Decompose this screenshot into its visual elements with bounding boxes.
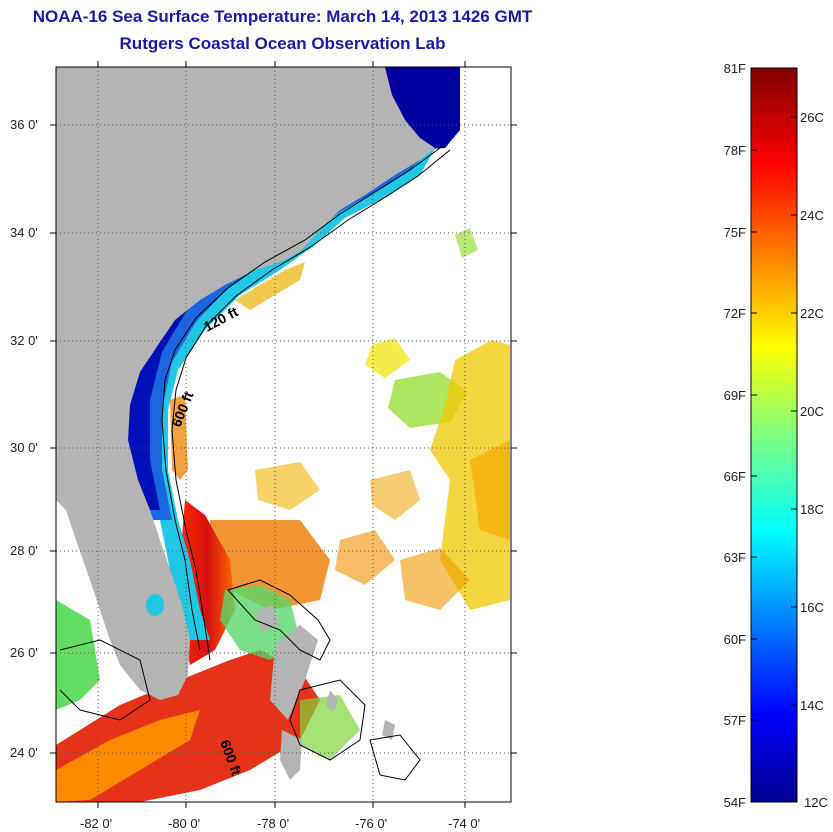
celsius-label: 12C <box>804 795 828 810</box>
lat-label: 28 0' <box>10 543 38 558</box>
celsius-label: 26C <box>800 110 824 125</box>
lon-label: -80 0' <box>168 816 200 831</box>
lake-okeechobee <box>146 594 164 616</box>
map-title: NOAA-16 Sea Surface Temperature: March 1… <box>32 7 533 26</box>
fahrenheit-label: 75F <box>724 225 746 240</box>
celsius-label: 16C <box>800 600 824 615</box>
isobath-contours <box>59 147 451 781</box>
lat-label: 30 0' <box>10 440 38 455</box>
celsius-label: 18C <box>800 502 824 517</box>
celsius-label: 24C <box>800 208 824 223</box>
fahrenheit-label: 78F <box>724 143 746 158</box>
celsius-label: 20C <box>800 404 824 419</box>
fahrenheit-label: 81F <box>724 61 746 76</box>
lat-label: 34 0' <box>10 225 38 240</box>
fahrenheit-label: 69F <box>724 388 746 403</box>
fahrenheit-label: 72F <box>724 306 746 321</box>
lon-label: -82 0' <box>80 816 112 831</box>
lat-label: 24 0' <box>10 745 38 760</box>
longitude-labels: -82 0' -80 0' -78 0' -76 0' -74 0' <box>80 816 480 831</box>
celsius-labels: 26C 24C 22C 20C 18C 16C 14C 12C <box>800 110 828 810</box>
celsius-label: 14C <box>800 698 824 713</box>
fahrenheit-label: 57F <box>724 713 746 728</box>
lat-label: 32 0' <box>10 333 38 348</box>
graticule <box>56 67 511 802</box>
fahrenheit-label: 66F <box>724 469 746 484</box>
celsius-label: 22C <box>800 306 824 321</box>
map-ticks <box>50 61 517 808</box>
lat-label: 26 0' <box>10 645 38 660</box>
lat-label: 36 0' <box>10 117 38 132</box>
lon-label: -74 0' <box>448 816 480 831</box>
offshore-sst-patches <box>210 228 510 610</box>
colorbar-scale <box>750 67 798 803</box>
fahrenheit-label: 63F <box>724 550 746 565</box>
colorbar-ticks <box>751 67 797 803</box>
bahamas-islands <box>255 605 395 780</box>
land-mass <box>56 67 435 700</box>
fahrenheit-label: 54F <box>724 795 746 810</box>
map-subtitle: Rutgers Coastal Ocean Observation Lab <box>119 34 446 53</box>
lon-label: -78 0' <box>257 816 289 831</box>
lon-label: -76 0' <box>355 816 387 831</box>
fahrenheit-label: 60F <box>724 632 746 647</box>
fahrenheit-labels: 81F 78F 75F 72F 69F 66F 63F 60F 57F 54F <box>724 61 746 810</box>
latitude-labels: 36 0' 34 0' 32 0' 30 0' 28 0' 26 0' 24 0… <box>10 117 38 760</box>
map-border <box>55 66 512 803</box>
